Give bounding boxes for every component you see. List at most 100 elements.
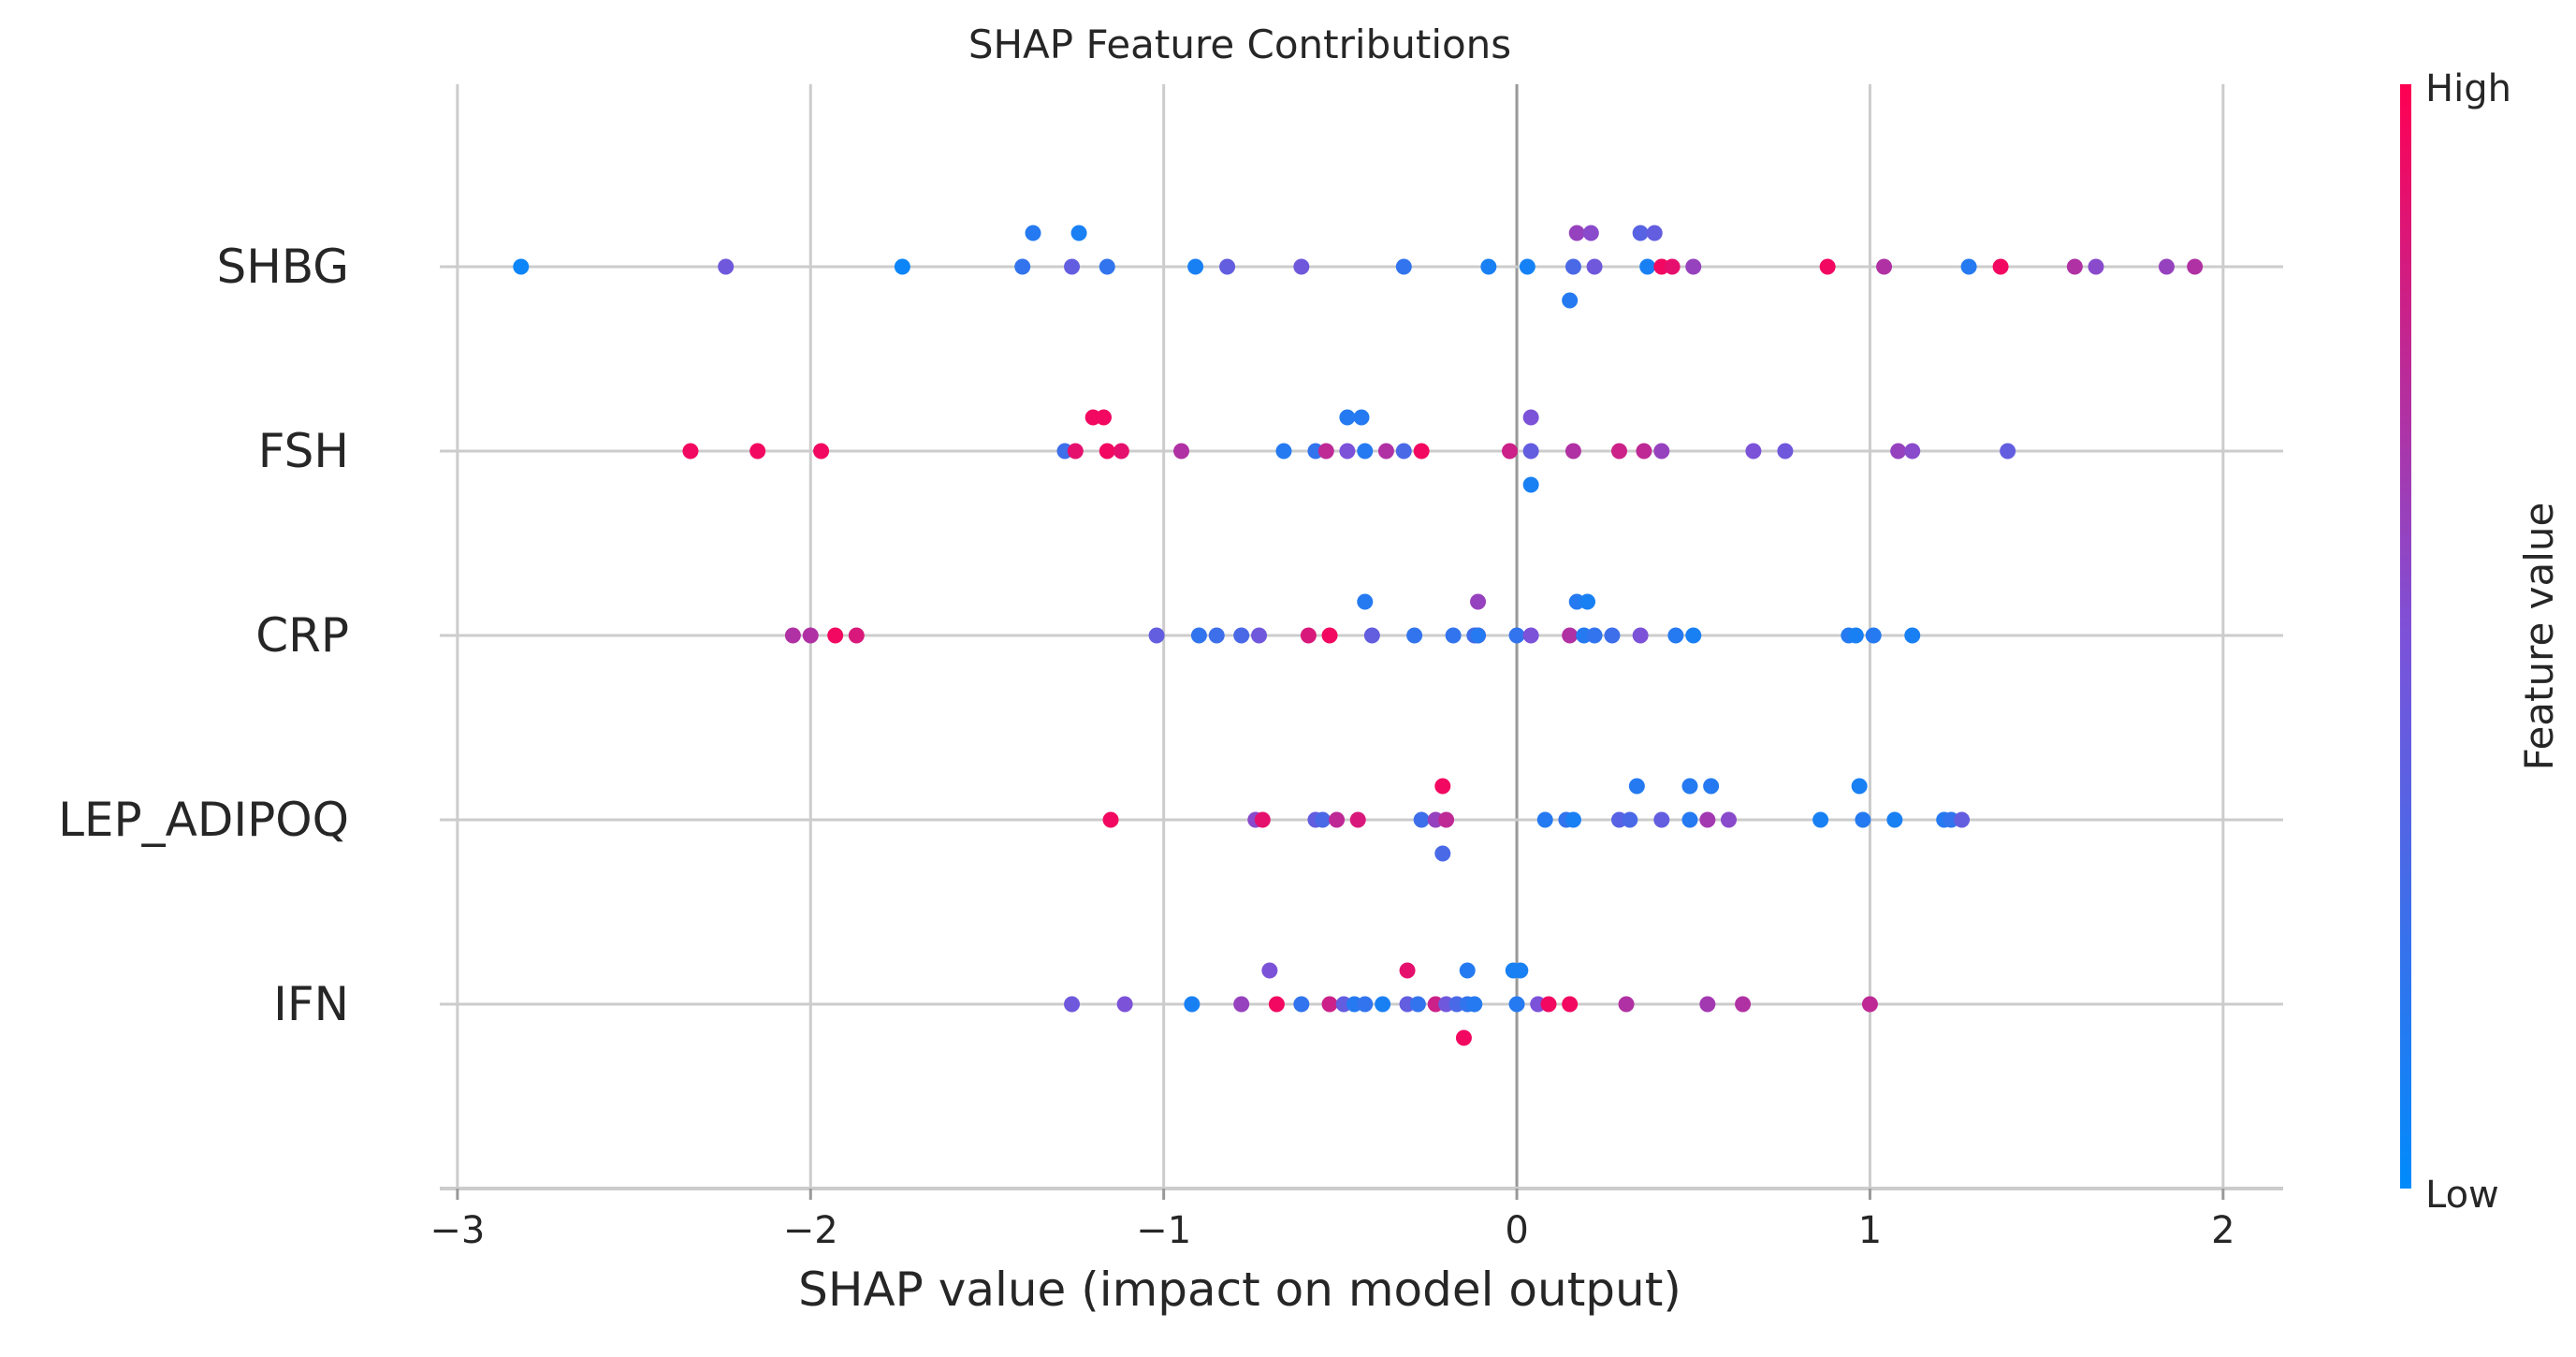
shap-point: [1357, 996, 1374, 1013]
shap-point: [1565, 443, 1581, 460]
colorbar-title: Feature value: [2516, 503, 2562, 771]
shap-point: [1904, 627, 1921, 644]
shap-point: [2066, 258, 2083, 275]
shap-point: [827, 627, 844, 644]
shap-point: [1699, 996, 1716, 1013]
feature-label: CRP: [255, 608, 349, 663]
shap-point: [2158, 258, 2175, 275]
shap-point: [1582, 225, 1599, 241]
shap-point: [1470, 593, 1487, 610]
shap-point: [1664, 258, 1681, 275]
shap-point: [1653, 443, 1670, 460]
shap-point: [1377, 443, 1394, 460]
shap-point: [1395, 258, 1412, 275]
shap-point: [1522, 476, 1539, 493]
shap-point: [1434, 845, 1451, 862]
shap-point: [1536, 811, 1553, 828]
shap-point: [1586, 627, 1603, 644]
shap-point: [1113, 443, 1129, 460]
shap-point: [1519, 258, 1535, 275]
shap-point: [1586, 258, 1603, 275]
shap-point: [1540, 996, 1557, 1013]
shap-point: [1508, 996, 1525, 1013]
shap-point: [1293, 258, 1310, 275]
shap-point: [1720, 811, 1737, 828]
shap-point: [1847, 627, 1864, 644]
shap-point: [1116, 996, 1133, 1013]
shap-point: [1349, 811, 1366, 828]
shap-point: [1745, 443, 1762, 460]
shap-point: [1395, 443, 1412, 460]
shap-point: [1562, 996, 1579, 1013]
shap-point: [1604, 627, 1621, 644]
shap-point: [1502, 443, 1519, 460]
shap-point: [1102, 811, 1119, 828]
shap-point: [750, 443, 766, 460]
shap-point: [1314, 811, 1331, 828]
chart-title: SHAP Feature Contributions: [968, 22, 1511, 67]
shap-point: [1254, 811, 1271, 828]
shap-point: [1173, 443, 1190, 460]
shap-point: [1251, 627, 1268, 644]
x-tick-label: 2: [2211, 1209, 2234, 1252]
shap-point: [682, 443, 699, 460]
shap-point: [1653, 811, 1670, 828]
shap-point: [1339, 443, 1356, 460]
shap-point: [1812, 811, 1829, 828]
shap-point: [1992, 258, 2009, 275]
shap-point: [1568, 225, 1585, 241]
shap-point: [1064, 258, 1081, 275]
shap-point: [1851, 778, 1868, 795]
shap-point: [1187, 258, 1204, 275]
shap-point: [1579, 593, 1596, 610]
colorbar: High Low Feature value: [2400, 67, 2562, 1217]
shap-point: [1357, 443, 1374, 460]
shap-point: [2000, 443, 2016, 460]
x-tick-label: 0: [1505, 1209, 1528, 1252]
shap-point: [1622, 811, 1638, 828]
shap-point: [1565, 811, 1581, 828]
shap-point: [894, 258, 910, 275]
shap-point: [1413, 811, 1430, 828]
feature-label: IFN: [273, 977, 349, 1031]
shap-point: [1413, 443, 1430, 460]
shap-point: [1184, 996, 1201, 1013]
shap-point: [1275, 443, 1292, 460]
shap-point: [1375, 996, 1391, 1013]
shap-point: [1562, 292, 1579, 309]
x-axis-label: SHAP value (impact on model output): [798, 1262, 1681, 1317]
shap-point: [1522, 443, 1539, 460]
shap-point: [1293, 996, 1310, 1013]
shap-point: [848, 627, 865, 644]
shap-point: [1639, 258, 1656, 275]
shap-point: [1890, 443, 1907, 460]
shap-point: [1064, 996, 1081, 1013]
shap-point: [1522, 627, 1539, 644]
shap-point: [718, 258, 735, 275]
shap-point: [1353, 409, 1370, 426]
shap-point: [1876, 258, 1893, 275]
x-tick-label: −2: [783, 1209, 838, 1252]
shap-point: [1667, 627, 1684, 644]
shap-point: [1459, 962, 1476, 979]
shap-point: [1512, 962, 1529, 979]
feature-label: FSH: [258, 424, 349, 478]
shap-point: [1470, 627, 1487, 644]
x-tick-label: −3: [429, 1209, 485, 1252]
shap-point: [1565, 258, 1581, 275]
shap-point: [813, 443, 830, 460]
shap-point: [1466, 996, 1483, 1013]
shap-point: [1685, 627, 1702, 644]
shap-point: [1357, 593, 1374, 610]
shap-point: [1628, 778, 1645, 795]
data-points: [513, 225, 2204, 1046]
shap-point: [1455, 1029, 1472, 1046]
shap-point: [1300, 627, 1317, 644]
shap-point: [1886, 811, 1903, 828]
shap-point: [1363, 627, 1380, 644]
shap-point: [1735, 996, 1752, 1013]
shap-point: [1681, 811, 1698, 828]
shap-point: [1219, 258, 1236, 275]
shap-point: [1681, 778, 1698, 795]
